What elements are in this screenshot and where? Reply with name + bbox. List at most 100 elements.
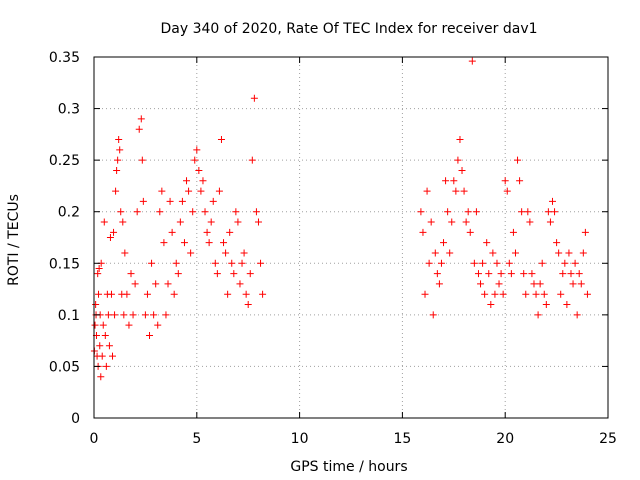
data-point [139,197,147,205]
data-point [254,218,262,226]
data-point [234,218,242,226]
data-point [474,270,482,278]
data-point [131,280,139,288]
data-point [240,249,248,257]
data-point [485,270,493,278]
data-point [222,249,230,257]
grid-lines [94,57,608,418]
data-point [205,239,213,247]
data-point [479,259,487,267]
data-point [120,311,128,319]
data-point [180,239,188,247]
data-point [528,270,536,278]
series-2 [417,57,591,319]
data-point [571,259,579,267]
data-point [544,208,552,216]
data-point [503,187,511,195]
data-point [137,115,145,123]
data-point [115,136,123,144]
data-point [259,290,267,298]
x-tick-label: 25 [599,431,617,447]
data-point [559,270,567,278]
data-point [109,352,117,360]
data-point [491,290,499,298]
data-point [542,301,550,309]
data-point [466,228,474,236]
data-point [505,259,513,267]
data-point [520,270,528,278]
x-tick-label: 5 [192,431,201,447]
data-point [507,270,515,278]
data-point [246,270,254,278]
data-point [557,290,565,298]
data-point [419,228,427,236]
data-point [158,187,166,195]
data-point [164,280,172,288]
data-point [497,270,505,278]
y-tick-label: 0.25 [49,153,80,169]
data-point [215,187,223,195]
data-point [442,177,450,185]
data-point [96,342,104,350]
data-point [199,177,207,185]
data-point [532,290,540,298]
data-point [105,342,113,350]
y-tick-label: 0.05 [49,359,80,375]
data-point [232,208,240,216]
axis-ticks [93,56,609,419]
data-point [226,228,234,236]
data-point [450,177,458,185]
x-tick-label: 0 [90,431,99,447]
data-point [148,259,156,267]
data-point [95,290,103,298]
data-point [252,208,260,216]
data-point [526,218,534,226]
data-point [454,156,462,164]
data-point [423,187,431,195]
data-point [429,311,437,319]
data-point [514,156,522,164]
data-point [111,311,119,319]
x-tick-labels: 0 5 10 15 20 25 [90,431,617,447]
y-tick-label: 0.3 [58,102,80,118]
data-point [150,311,158,319]
data-point [444,208,452,216]
data-point [464,208,472,216]
data-point [170,290,178,298]
y-tick-label: 0.2 [58,205,80,221]
data-point [567,270,575,278]
data-point [446,249,454,257]
data-point [501,177,509,185]
data-point [162,311,170,319]
data-point [540,290,548,298]
data-point [470,259,478,267]
data-point [166,197,174,205]
data-point [440,239,448,247]
data-point [230,270,238,278]
data-point [458,166,466,174]
data-point [228,259,236,267]
data-point [538,259,546,267]
data-point [207,218,215,226]
data-point [257,259,265,267]
data-point [129,311,137,319]
data-point [98,352,106,360]
data-point [495,280,503,288]
data-point [152,280,160,288]
data-point [481,290,489,298]
data-point [107,290,115,298]
data-point [187,249,195,257]
data-point [546,218,554,226]
data-point [100,218,108,226]
data-point [575,270,583,278]
data-point [110,228,118,236]
data-point [489,249,497,257]
data-point [217,136,225,144]
data-point [121,249,129,257]
data-point [456,136,464,144]
data-point [201,208,209,216]
data-point [536,280,544,288]
data-point [530,280,538,288]
data-point [191,156,199,164]
